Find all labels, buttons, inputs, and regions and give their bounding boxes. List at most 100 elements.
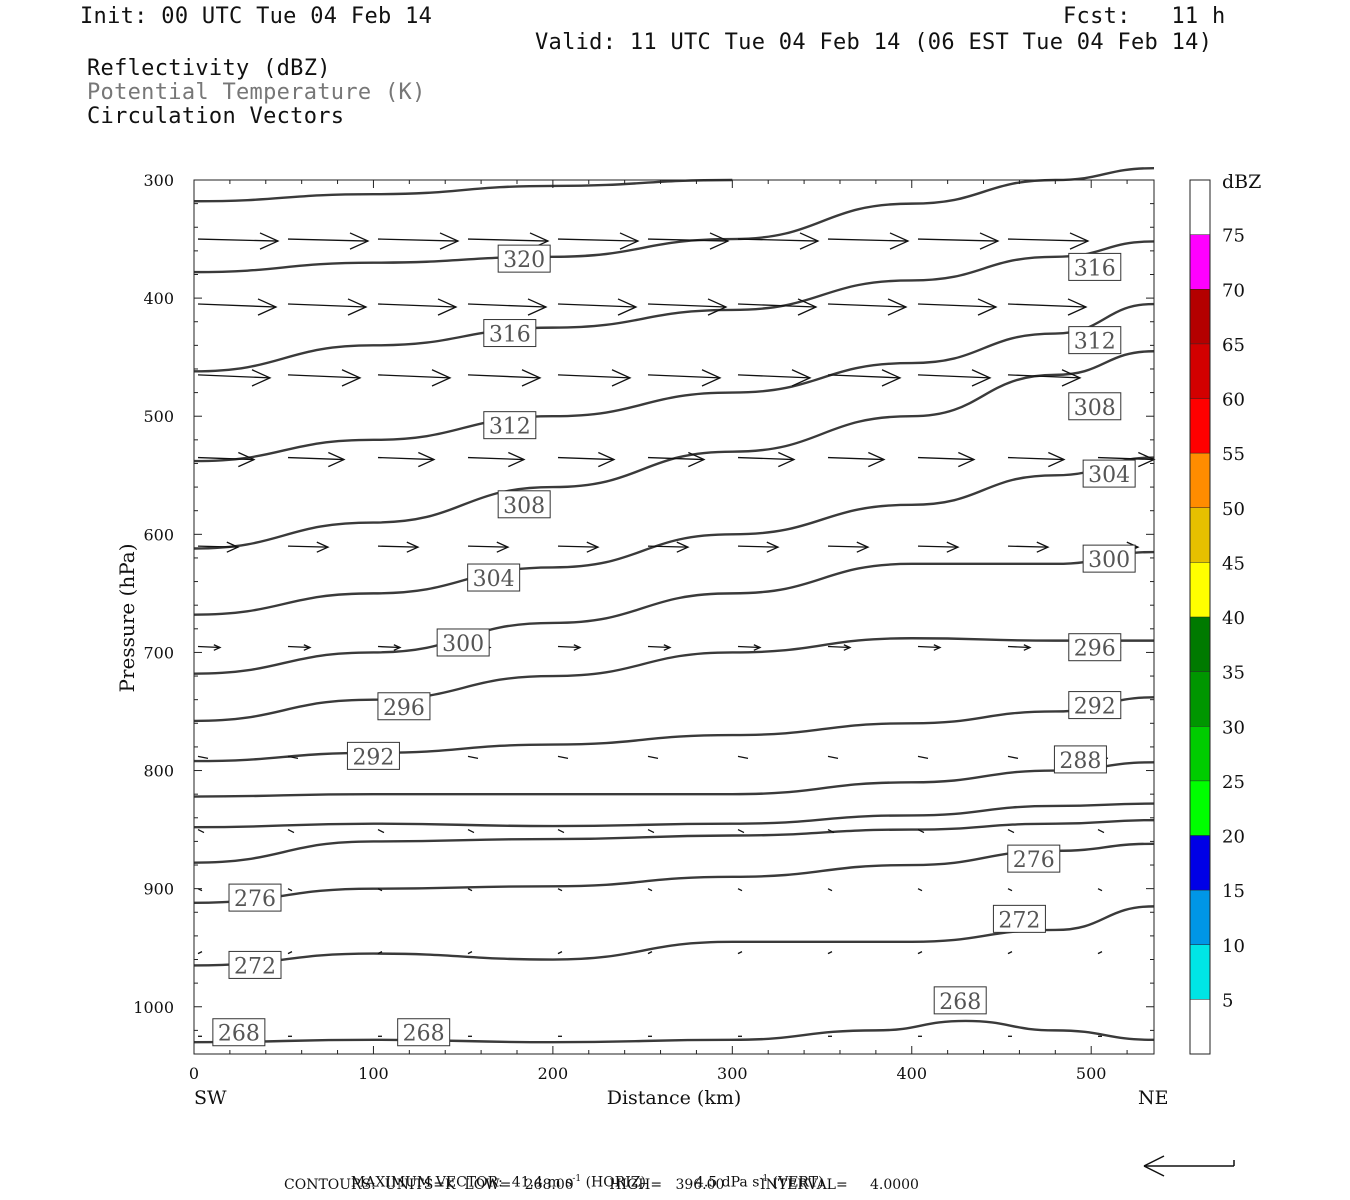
vector-head: [573, 644, 582, 651]
colorbar-title: dBZ: [1222, 171, 1261, 193]
vector-head: [766, 541, 780, 553]
vector-head: [778, 451, 796, 468]
vector-shaft: [737, 888, 743, 892]
contour-label-box: [1068, 326, 1122, 355]
theta-contour-292: [193, 696, 1155, 763]
horiz-suffix: (HORIZ): [585, 1174, 646, 1191]
y-tick-label: 900: [143, 880, 174, 899]
vector-shaft: [1007, 456, 1065, 461]
vector-shaft: [557, 456, 615, 461]
plot-frame: [193, 179, 1155, 1055]
vector-head: [887, 298, 908, 316]
vector-shaft: [1097, 456, 1155, 461]
vector-head: [1023, 644, 1032, 651]
x-tick-label: 500: [1076, 1064, 1107, 1083]
contour-label-268: 268: [218, 1022, 260, 1047]
vector-shaft: [737, 951, 743, 955]
vector-shaft: [647, 545, 689, 548]
vector-head: [688, 451, 706, 468]
contour-label-320: 320: [503, 248, 545, 273]
vector-head: [979, 232, 1000, 250]
theta-contour-300: [193, 550, 1155, 675]
vector-shaft: [647, 888, 653, 892]
contour-label-272: 272: [234, 954, 276, 979]
vector-shaft: [1007, 888, 1013, 892]
colorbar-box: [1190, 780, 1210, 836]
theta-contour-268: [193, 1019, 1155, 1044]
init-time: Init: 00 UTC Tue 04 Feb 14: [80, 4, 433, 29]
vector-head: [508, 451, 526, 468]
colorbar-box: [1190, 999, 1210, 1054]
theta-contour-304: [193, 456, 1155, 616]
field-circulation-vectors: Circulation Vectors: [87, 104, 345, 129]
vector-shaft: [467, 238, 549, 242]
x-tick-label: 100: [358, 1064, 389, 1083]
vector-head: [418, 451, 436, 468]
colorbar-level-label: 30: [1222, 717, 1245, 738]
vector-head: [437, 298, 458, 316]
contour-label-box: [497, 490, 551, 519]
vector-shaft: [917, 829, 925, 834]
vector-shaft: [557, 374, 631, 379]
vector-shaft: [827, 238, 909, 242]
vector-shaft: [827, 888, 833, 892]
contour-label-304: 304: [473, 567, 515, 592]
vector-shaft: [287, 303, 367, 308]
contour-label-box: [212, 1018, 266, 1047]
vector-head: [406, 541, 420, 553]
vector-shaft: [1097, 888, 1103, 892]
vector-shaft: [737, 303, 817, 308]
vector-shaft: [647, 238, 729, 242]
x-axis-title: Distance (km): [607, 1087, 742, 1109]
vert-suffix: (VERT): [772, 1174, 824, 1191]
y-tick-label: 1000: [133, 998, 174, 1017]
vector-head: [707, 298, 728, 316]
colorbar-box: [1190, 289, 1210, 344]
vector-head: [843, 644, 852, 651]
vector-shaft: [557, 645, 581, 649]
contour-label-box: [1068, 691, 1122, 720]
colorbar-level-label: 25: [1222, 772, 1245, 793]
vector-shaft: [917, 238, 999, 242]
theta-contour-284: [193, 802, 1155, 829]
vector-head: [1036, 541, 1050, 553]
vector-shaft: [917, 755, 929, 760]
contour-label-300: 300: [442, 632, 484, 657]
vector-head: [349, 232, 370, 250]
vector-head: [393, 644, 402, 651]
vector-head: [977, 298, 998, 316]
forecast-hour: Fcst: 11 h: [1063, 4, 1226, 29]
contour-label-box: [483, 319, 537, 348]
vector-shaft: [287, 238, 369, 242]
contour-label-268: 268: [403, 1022, 445, 1047]
vector-shaft: [197, 645, 221, 649]
vector-head: [598, 451, 616, 468]
vector-shaft: [647, 374, 721, 379]
axis-ticks: 300 400 500 600 700 800 900 1000 0 100 200 300 400 50…: [133, 171, 1154, 1083]
contour-label-box: [1007, 844, 1061, 873]
vector-shaft: [737, 374, 811, 379]
theta-contour-316: [193, 240, 1155, 373]
contour-label-box: [346, 741, 400, 770]
y-tick-label: 800: [143, 762, 174, 781]
vector-head: [303, 644, 312, 651]
vector-head: [663, 644, 672, 651]
contour-label-304: 304: [1088, 463, 1130, 488]
contour-label-box: [1068, 392, 1122, 421]
horiz-exponent: -1: [572, 1174, 582, 1184]
y-tick-label: 500: [143, 407, 174, 426]
vector-shaft: [377, 374, 451, 379]
vector-head: [933, 644, 942, 651]
vector-shaft: [917, 456, 975, 461]
vector-head: [238, 451, 256, 468]
contour-label-box: [1068, 252, 1122, 281]
valid-time: Valid: 11 UTC Tue 04 Feb 14 (06 EST Tue …: [535, 30, 1213, 55]
vector-shaft: [287, 755, 299, 760]
vector-head: [958, 451, 976, 468]
vector-head: [946, 541, 960, 553]
colorbar-box: [1190, 671, 1210, 727]
vector-shaft: [557, 829, 565, 834]
vector-shaft: [1097, 951, 1103, 955]
colorbar-level-label: 50: [1222, 499, 1245, 520]
contour-label-box: [228, 883, 282, 912]
